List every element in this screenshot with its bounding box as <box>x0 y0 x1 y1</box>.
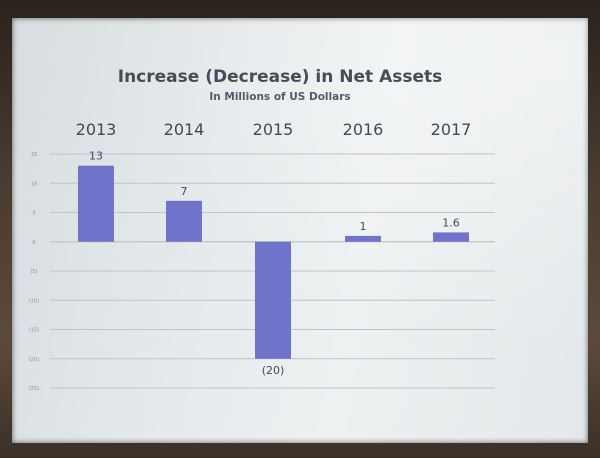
chart-subtitle: In Millions of US Dollars <box>209 91 350 103</box>
data-label: 1 <box>360 220 367 233</box>
category-label: 2016 <box>343 120 384 139</box>
data-label: 7 <box>181 185 188 198</box>
y-tick-label: 0 <box>32 240 35 246</box>
bar <box>166 200 202 242</box>
data-label: (20) <box>262 364 285 377</box>
y-tick-label: (5) <box>30 269 37 275</box>
y-tick-label: (25) <box>29 386 39 392</box>
data-labels: 13 7 (20) 1 1.6 <box>89 150 460 377</box>
y-tick-label: (20) <box>29 357 39 363</box>
category-label: 2015 <box>253 120 294 139</box>
y-axis-tick-labels: 15 10 5 0 (5) (10) (15) (20) (25) <box>29 152 39 392</box>
bar <box>433 232 469 242</box>
chart-title: Increase (Decrease) in Net Assets <box>118 67 443 87</box>
bar <box>255 241 291 359</box>
bar <box>78 165 114 242</box>
data-label: 1.6 <box>442 216 460 229</box>
y-tick-label: 5 <box>32 211 35 217</box>
category-label: 2014 <box>164 120 205 139</box>
data-label: 13 <box>89 150 103 163</box>
y-tick-label: (10) <box>29 298 39 304</box>
bars <box>78 165 469 359</box>
category-labels: 2013 2014 2015 2016 2017 <box>76 120 472 139</box>
bar <box>345 235 381 242</box>
y-tick-label: 15 <box>31 152 37 158</box>
category-label: 2017 <box>431 120 472 139</box>
y-tick-label: 10 <box>31 181 37 187</box>
category-label: 2013 <box>76 120 117 139</box>
y-tick-label: (15) <box>29 328 39 334</box>
